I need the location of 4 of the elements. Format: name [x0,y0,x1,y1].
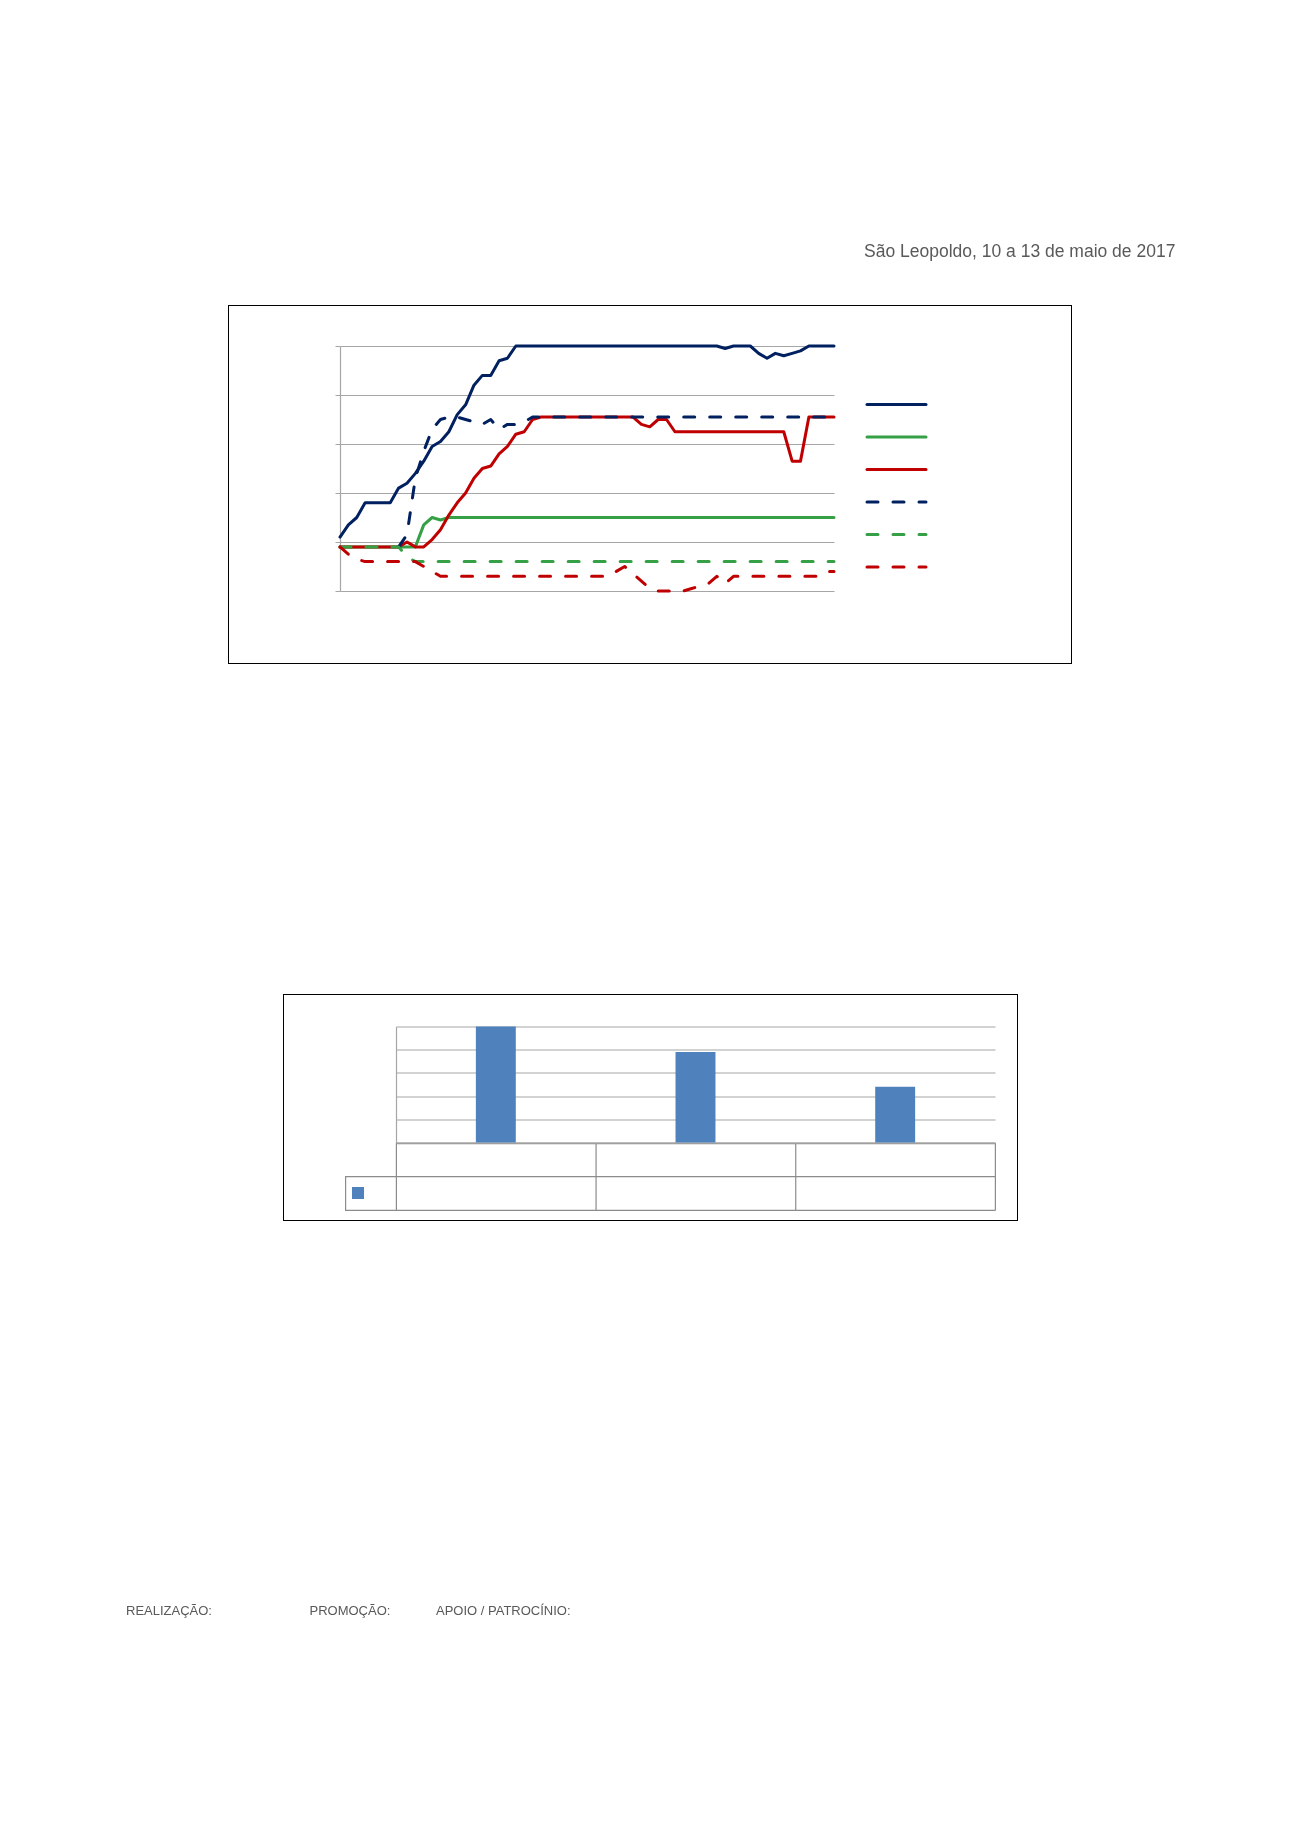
text: APOIO / PATROCÍNIO: [436,1603,571,1620]
text: São Leopoldo, 10 a 13 de maio de 2017 [864,240,1176,261]
text: REALIZAÇÃO: [126,1603,212,1620]
text: PROMOÇÃO: [309,1603,391,1620]
